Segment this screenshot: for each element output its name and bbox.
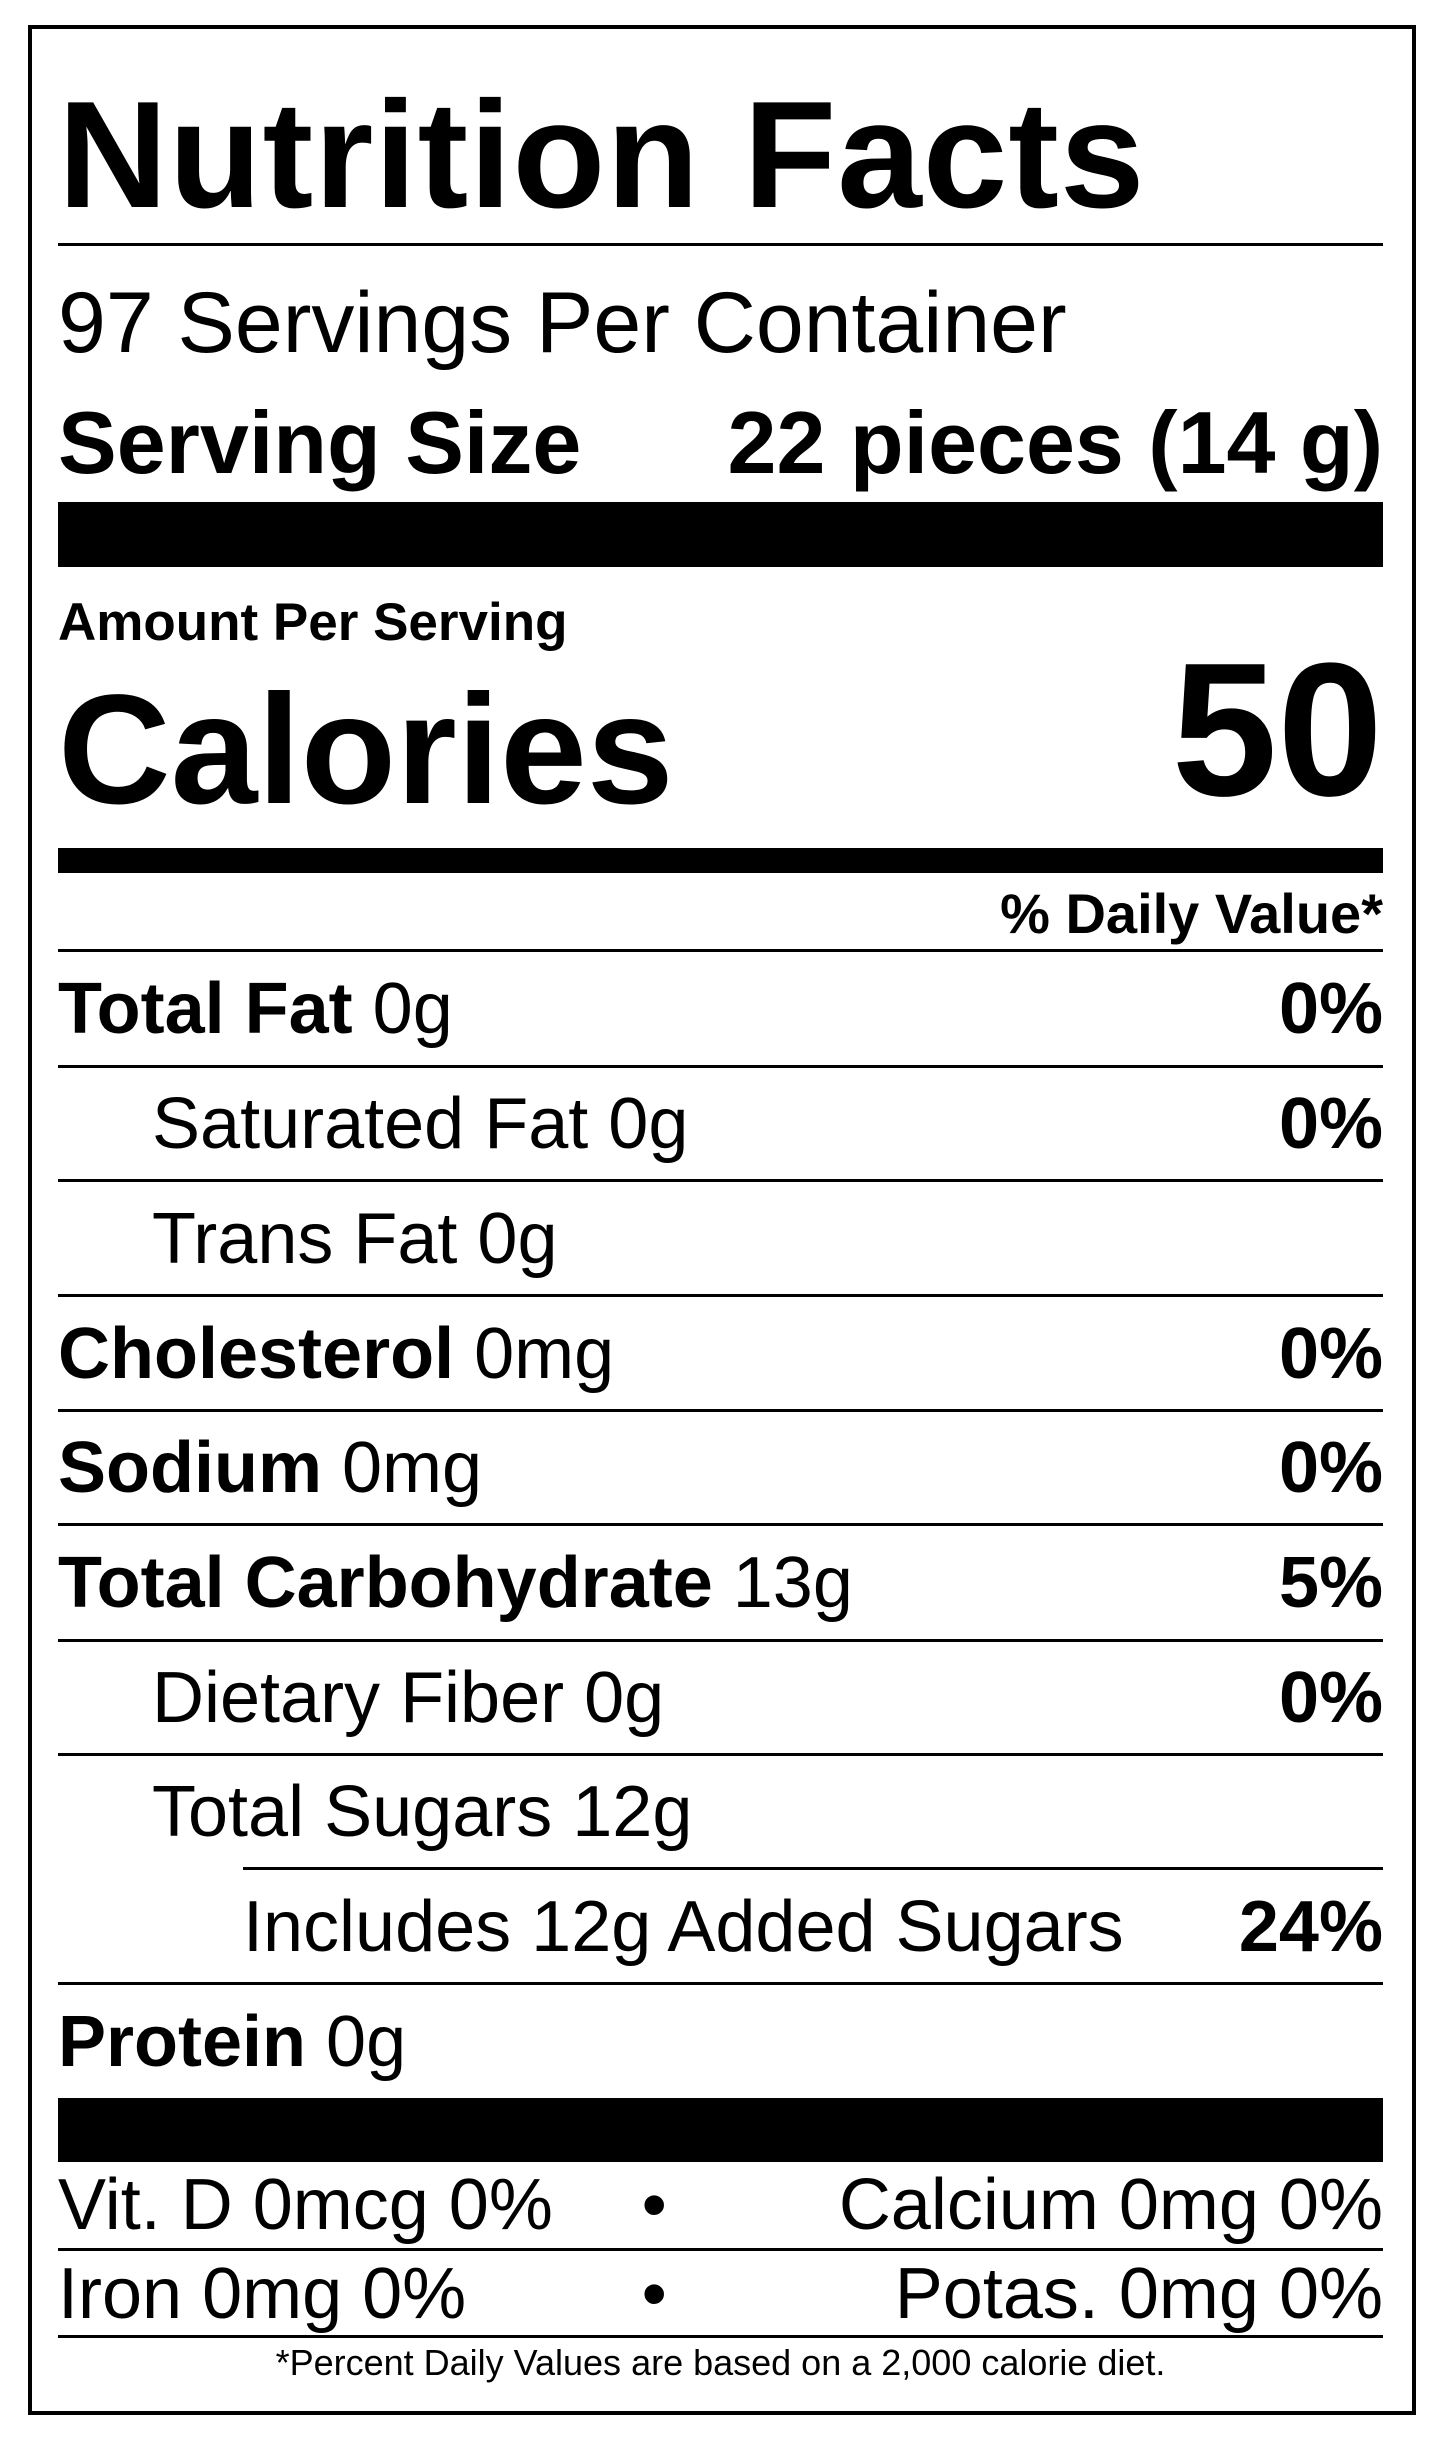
nutrient-row-trans-fat: Trans Fat 0g	[152, 1198, 558, 1279]
divider	[58, 1753, 1383, 1756]
label-title: Nutrition Facts	[58, 70, 1146, 240]
nutrient-row-saturated-fat: Saturated Fat 0g 0%	[152, 1084, 1383, 1164]
divider	[58, 2248, 1383, 2251]
divider	[58, 949, 1383, 952]
nutrient-row-total-carbohydrate: Total Carbohydrate 13g 5%	[58, 1543, 1383, 1623]
calories-value: 50	[1171, 624, 1383, 836]
divider	[58, 243, 1383, 246]
calories-row: Calories 50	[58, 624, 1383, 837]
serving-size-value: 22 pieces (14 g)	[727, 393, 1383, 492]
divider	[58, 1639, 1383, 1642]
amount-per-serving: Amount Per Serving	[58, 592, 568, 652]
divider	[58, 1294, 1383, 1297]
nutrient-row-cholesterol: Cholesterol 0mg 0%	[58, 1313, 1383, 1394]
bullet-separator: •	[641, 2165, 667, 2245]
divider	[58, 2335, 1383, 2338]
vitamin-row: Iron 0mg 0% • Potas. 0mg 0%	[58, 2253, 1383, 2334]
nutrient-row-sodium: Sodium 0mg 0%	[58, 1428, 1383, 1508]
divider	[58, 1409, 1383, 1412]
nutrient-row-total-sugars: Total Sugars 12g	[152, 1772, 693, 1852]
daily-value-header: % Daily Value*	[1000, 881, 1383, 945]
thick-divider	[58, 502, 1383, 567]
servings-per-container: 97 Servings Per Container	[58, 274, 1067, 371]
nutrient-row-added-sugars: Includes 12g Added Sugars 24%	[243, 1886, 1383, 1967]
nutrition-label-border	[28, 25, 1416, 2415]
nutrient-row-protein: Protein 0g	[58, 2001, 407, 2082]
vitamin-row: Vit. D 0mcg 0% • Calcium 0mg 0%	[58, 2165, 1383, 2245]
serving-size-label: Serving Size	[58, 393, 582, 492]
bullet-separator: •	[641, 2253, 667, 2334]
divider	[58, 1179, 1383, 1182]
thick-divider	[58, 2098, 1383, 2162]
nutrient-row-total-fat: Total Fat 0g 0%	[58, 969, 1383, 1049]
serving-size: Serving Size 22 pieces (14 g)	[58, 393, 1383, 492]
calories-label: Calories	[58, 663, 674, 837]
divider	[58, 1523, 1383, 1526]
divider	[58, 1982, 1383, 1985]
divider	[243, 1867, 1383, 1870]
divider	[58, 1065, 1383, 1068]
medium-divider	[58, 848, 1383, 873]
footnote: *Percent Daily Values are based on a 2,0…	[275, 2342, 1166, 2383]
nutrient-row-dietary-fiber: Dietary Fiber 0g 0%	[152, 1658, 1383, 1738]
